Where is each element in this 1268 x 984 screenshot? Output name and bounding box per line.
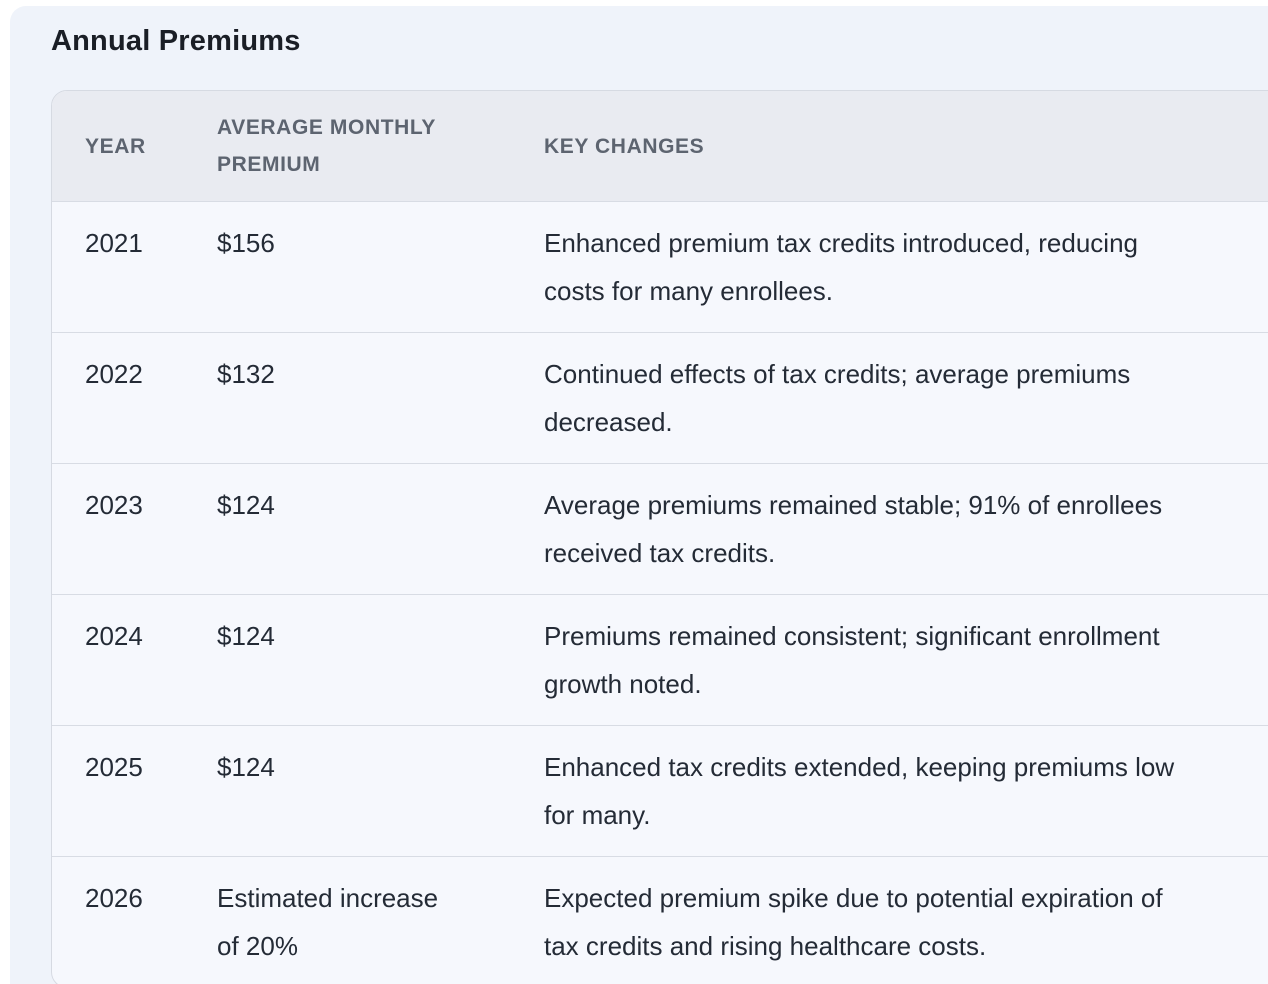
table-header-row: YEAR AVERAGE MONTHLY PREMIUM KEY CHANGES (52, 91, 1268, 201)
column-header-year: YEAR (85, 134, 146, 158)
table-row: 2025 $124 Enhanced tax credits extended,… (52, 725, 1268, 856)
year-cell: 2021 (85, 228, 143, 258)
premium-cell: $124 (217, 490, 275, 520)
changes-cell: Continued effects of tax credits; averag… (544, 359, 1131, 437)
changes-cell: Premiums remained consistent; significan… (544, 621, 1160, 699)
premium-cell: $156 (217, 228, 275, 258)
changes-cell: Enhanced tax credits extended, keeping p… (544, 752, 1175, 830)
table-body: 2021 $156 Enhanced premium tax credits i… (52, 201, 1268, 984)
year-cell: 2025 (85, 752, 143, 782)
premium-cell: $132 (217, 359, 275, 389)
premium-cell: $124 (217, 752, 275, 782)
table-row: 2021 $156 Enhanced premium tax credits i… (52, 201, 1268, 332)
table-row: 2023 $124 Average premiums remained stab… (52, 463, 1268, 594)
premium-cell: Estimated increase of 20% (217, 883, 439, 961)
changes-cell: Expected premium spike due to potential … (544, 883, 1163, 961)
premiums-table: YEAR AVERAGE MONTHLY PREMIUM KEY CHANGES… (51, 90, 1268, 984)
year-cell: 2024 (85, 621, 143, 651)
premium-cell: $124 (217, 621, 275, 651)
table-row: 2022 $132 Continued effects of tax credi… (52, 332, 1268, 463)
year-cell: 2026 (85, 883, 143, 913)
column-header-key-changes: KEY CHANGES (544, 134, 705, 158)
year-cell: 2022 (85, 359, 143, 389)
column-header-average-monthly-premium: AVERAGE MONTHLY PREMIUM (217, 116, 437, 176)
page-title: Annual Premiums (51, 25, 301, 57)
changes-cell: Enhanced premium tax credits introduced,… (544, 228, 1138, 306)
content-panel: Annual Premiums YEAR AVERAGE MONTHLY PRE… (10, 6, 1268, 984)
table-row: 2026 Estimated increase of 20% Expected … (52, 856, 1268, 984)
year-cell: 2023 (85, 490, 143, 520)
table-row: 2024 $124 Premiums remained consistent; … (52, 594, 1268, 725)
changes-cell: Average premiums remained stable; 91% of… (544, 490, 1163, 568)
